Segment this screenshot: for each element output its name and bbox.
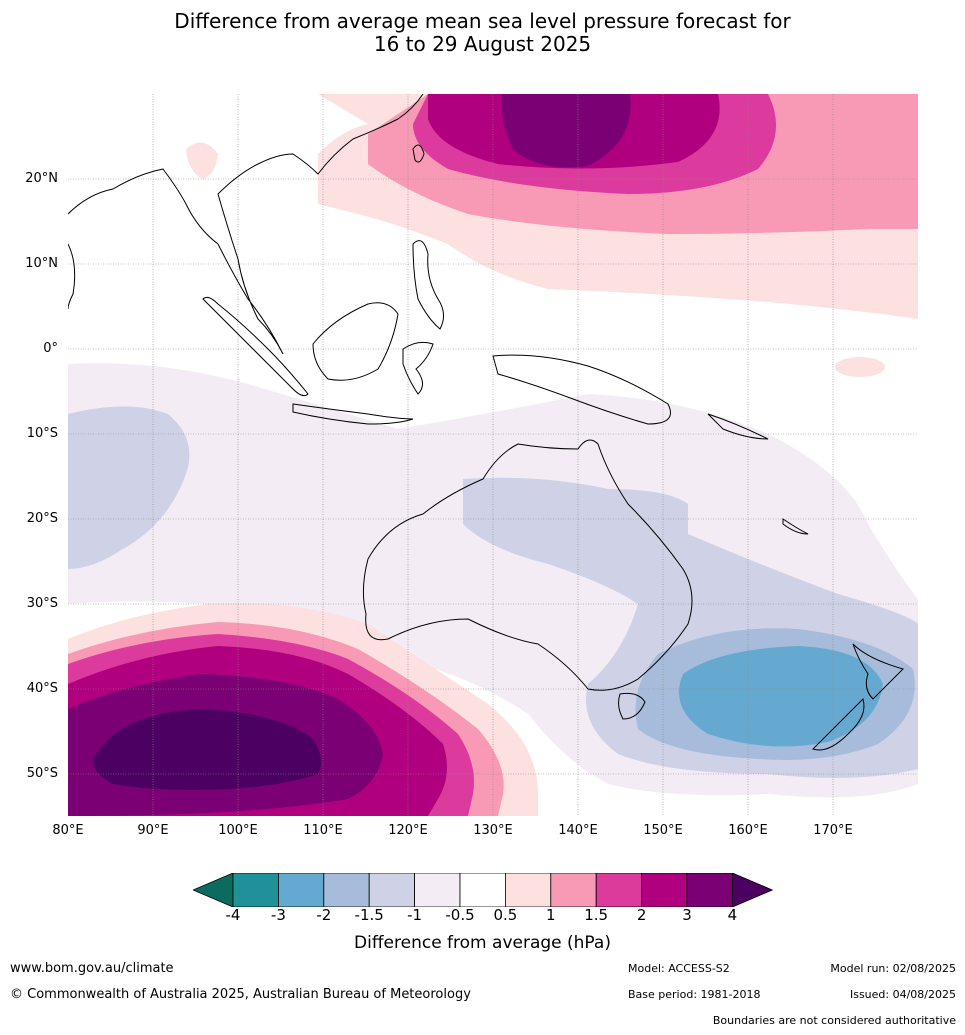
colorbar	[191, 872, 774, 908]
coastline-new-caledonia	[782, 518, 809, 535]
coastlines	[68, 94, 904, 751]
coastline-sumatra	[202, 296, 309, 397]
lon-label-80e: 80°E	[52, 823, 84, 838]
pressure-anomaly-map	[68, 94, 918, 816]
coastline-new-zealand-north	[852, 643, 904, 700]
colorbar-extend-low	[191, 872, 234, 908]
colorbar-tick-label: -0.5	[445, 906, 475, 924]
footer-disclaimer: Boundaries are not considered authoritat…	[712, 1014, 956, 1027]
colorbar-tick-label: 1	[546, 906, 556, 924]
lon-label-110e: 110°E	[303, 823, 343, 838]
coastline-borneo	[312, 302, 399, 381]
colorbar-svg	[191, 872, 774, 908]
colorbar-cell	[459, 872, 506, 908]
colorbar-cell	[686, 872, 733, 908]
anomaly-pos-small-east	[835, 357, 885, 377]
coastline-taiwan	[412, 144, 425, 163]
footer-model: Model: ACCESS-S2	[628, 962, 730, 975]
coastline-new-zealand-south	[812, 698, 865, 751]
lat-label-10n: 10°N	[25, 256, 58, 271]
footer-website: www.bom.gov.au/climate	[10, 961, 174, 976]
colorbar-extend-high	[732, 872, 774, 908]
footer-model-run: Model run: 02/08/2025	[830, 962, 956, 975]
coastline-sulawesi	[402, 341, 434, 395]
colorbar-cell	[232, 872, 279, 908]
footer-copyright: © Commonwealth of Australia 2025, Austra…	[10, 987, 471, 1002]
coastline-philippines	[412, 240, 444, 330]
lat-label-40s: 40°S	[26, 681, 58, 696]
lon-label-120e: 120°E	[388, 823, 428, 838]
colorbar-cell	[504, 872, 552, 908]
lon-label-90e: 90°E	[137, 823, 169, 838]
coastline-java	[292, 403, 414, 425]
title-line-2: 16 to 29 August 2025	[373, 32, 592, 56]
colorbar-tick-label: -1	[407, 906, 423, 924]
lon-label-160e: 160°E	[728, 823, 768, 838]
lat-label-30s: 30°S	[26, 596, 58, 611]
colorbar-label: Difference from average (hPa)	[354, 933, 611, 953]
lat-label-20s: 20°S	[26, 511, 58, 526]
colorbar-cell	[368, 872, 415, 908]
coastline-solomons	[707, 413, 769, 440]
anomaly-band-pos-4-south	[93, 709, 322, 790]
lon-label-130e: 130°E	[473, 823, 513, 838]
coastline-tasmania	[618, 692, 646, 720]
lat-label-0: 0°	[43, 341, 58, 356]
colorbar-tick-label: -3	[270, 906, 286, 924]
coastline-australia	[362, 439, 693, 691]
footer-issued: Issued: 04/08/2025	[849, 988, 956, 1001]
anomaly-band-pos-3-north	[501, 94, 631, 168]
lat-label-20n: 20°N	[25, 171, 58, 186]
anomaly-band-neg-2	[678, 646, 883, 747]
lon-label-140e: 140°E	[558, 823, 598, 838]
colorbar-tick-label: -1.5	[354, 906, 384, 924]
colorbar-tick-label: 4	[727, 906, 738, 924]
colorbar-tick-label: 2	[636, 906, 647, 924]
map-title: Difference from average mean sea level p…	[0, 10, 965, 56]
colorbar-tick-label: -2	[316, 906, 332, 924]
footer-base-period: Base period: 1981-2018	[628, 988, 761, 1001]
colorbar-cell	[550, 872, 597, 908]
colorbar-cell	[595, 872, 643, 908]
coastline-asia-mainland	[68, 94, 424, 355]
colorbar-cell	[641, 872, 688, 908]
colorbar-tick-label: -4	[225, 906, 241, 924]
colorbar-cell	[414, 872, 461, 908]
colorbar-tick-label: 0.5	[493, 906, 518, 924]
map-canvas	[68, 94, 918, 816]
lon-label-170e: 170°E	[813, 823, 853, 838]
lat-label-10s: 10°S	[26, 426, 58, 441]
graticule	[68, 94, 918, 816]
title-line-1: Difference from average mean sea level p…	[174, 9, 791, 33]
lat-label-50s: 50°S	[26, 766, 58, 781]
coastline-new-guinea	[492, 354, 671, 425]
colorbar-cell	[323, 872, 370, 908]
colorbar-tick-label: 1.5	[584, 906, 609, 924]
lon-label-150e: 150°E	[643, 823, 683, 838]
anomaly-pos-indochina	[186, 142, 218, 179]
colorbar-tick-label: 3	[682, 906, 692, 924]
colorbar-cell	[278, 872, 325, 908]
lon-label-100e: 100°E	[218, 823, 258, 838]
anomaly-band-neg-1-west	[68, 406, 190, 569]
coastline-india-tip	[68, 243, 76, 310]
